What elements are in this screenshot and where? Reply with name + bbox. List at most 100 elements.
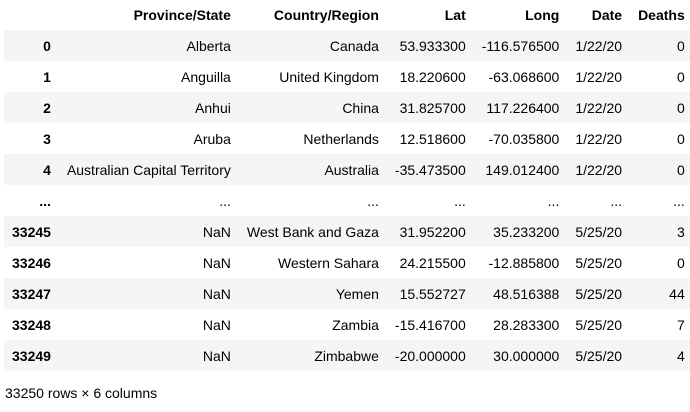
table-cell: 1/22/20 [575, 37, 623, 54]
table-cell: NaN [202, 223, 231, 240]
table-cell: Aruba [193, 130, 231, 147]
table-cell: 5/25/20 [575, 347, 623, 364]
table-cell: Canada [329, 37, 379, 54]
table-body: 0 Alberta Canada 53.933300 -116.576500 1/22/2… [4, 30, 690, 371]
table-cell: 4 [676, 347, 685, 364]
table-cell: 0 [676, 130, 685, 147]
table-cell: Zambia [332, 316, 379, 333]
table-header: Province/State Country/Region Lat Long D… [4, 0, 690, 30]
column-header: Province/State [133, 7, 231, 23]
table-cell: 0 [676, 68, 685, 85]
table-row: 2 Anhui China 31.825700 117.226400 1/22/20 0 [4, 92, 690, 123]
table-cell: -116.576500 [481, 37, 560, 54]
table-cell: 5/25/20 [575, 316, 623, 333]
table-row: 33246 NaN Western Sahara 24.215500 -12.88580… [4, 247, 690, 278]
row-index: 1 [43, 68, 51, 85]
row-index: 33246 [12, 254, 51, 271]
header-row: Province/State Country/Region Lat Long D… [4, 0, 690, 30]
row-index: 33245 [12, 223, 51, 240]
table-cell: ... [367, 192, 379, 209]
table-cell: West Bank and Gaza [246, 223, 379, 240]
table-cell: 3 [676, 223, 685, 240]
table-cell: 53.933300 [399, 37, 466, 54]
table-cell: United Kingdom [279, 68, 379, 85]
table-cell: 44 [669, 285, 685, 302]
column-header: Country/Region [273, 7, 379, 23]
table-cell: ... [219, 192, 231, 209]
table-cell: 1/22/20 [575, 68, 623, 85]
column-header: Date [591, 7, 623, 23]
table-cell: -15.416700 [394, 316, 466, 333]
table-cell: China [342, 99, 379, 116]
table-cell: 5/25/20 [575, 285, 623, 302]
row-index: 2 [43, 99, 51, 116]
table-cell: 0 [676, 99, 685, 116]
table-cell: Anhui [195, 99, 231, 116]
table-cell: NaN [202, 316, 231, 333]
table-cell: 24.215500 [399, 254, 466, 271]
table-cell: 28.283300 [493, 316, 560, 333]
table-cell: NaN [202, 254, 231, 271]
table-cell: -63.068600 [488, 68, 560, 85]
table-cell: ... [673, 192, 685, 209]
table-cell: 31.952200 [399, 223, 466, 240]
table-cell: -70.035800 [488, 130, 560, 147]
table-cell: NaN [202, 347, 231, 364]
table-cell: ... [547, 192, 560, 209]
table-row: 4 Australian Capital Territory Australia -3… [4, 154, 690, 185]
table-cell: Zimbabwe [314, 347, 379, 364]
table-cell: 31.825700 [399, 99, 466, 116]
row-index: 33249 [12, 347, 51, 364]
table-cell: Australia [324, 161, 379, 178]
table-cell: 0 [676, 161, 685, 178]
table-cell: ... [454, 192, 466, 209]
table-cell: -35.473500 [394, 161, 466, 178]
table-cell: -12.885800 [488, 254, 560, 271]
row-index: 4 [43, 161, 51, 178]
column-header: Deaths [638, 7, 685, 23]
table-cell: Netherlands [303, 130, 379, 147]
table-cell: 149.012400 [485, 161, 560, 178]
table-cell: Yemen [335, 285, 379, 302]
table-cell: 18.220600 [399, 68, 466, 85]
index-header [4, 0, 59, 30]
table-cell: 0 [676, 37, 685, 54]
row-index: 33247 [12, 285, 51, 302]
table-cell: 5/25/20 [575, 254, 623, 271]
table-row: 1 Anguilla United Kingdom 18.220600 -63.0686… [4, 61, 690, 92]
table-cell: 7 [676, 316, 685, 333]
table-row: 33249 NaN Zimbabwe -20.000000 30.000000 5/25/… [4, 340, 690, 371]
row-index: 0 [43, 37, 51, 54]
table-cell: NaN [202, 285, 231, 302]
table-cell: 35.233200 [493, 223, 560, 240]
table-cell: 48.516388 [493, 285, 560, 302]
table-summary: 33250 rows × 6 columns [5, 385, 158, 401]
table-row: 33248 NaN Zambia -15.416700 28.283300 5/25/20… [4, 309, 690, 340]
row-index: ... [39, 192, 51, 209]
table-cell: ... [610, 192, 623, 209]
table-cell: Alberta [186, 37, 231, 54]
table-cell: 5/25/20 [575, 223, 623, 240]
table-cell: Australian Capital Territory [66, 161, 231, 178]
table-cell: -20.000000 [394, 347, 466, 364]
column-header: Long [525, 7, 560, 23]
table-cell: 1/22/20 [575, 130, 623, 147]
table-row: 33245 NaN West Bank and Gaza 31.952200 35.23… [4, 216, 690, 247]
table-row: ..................... [4, 185, 690, 216]
table-cell: 1/22/20 [575, 161, 623, 178]
table-row: 33247 NaN Yemen 15.552727 48.516388 5/25/20 44 [4, 278, 690, 309]
table-cell: 15.552727 [399, 285, 466, 302]
table-row: 3 Aruba Netherlands 12.518600 -70.035800 1/22… [4, 123, 690, 154]
table-cell: Western Sahara [278, 254, 379, 271]
table-cell: 30.000000 [493, 347, 560, 364]
column-header: Lat [444, 7, 466, 23]
row-index: 3 [43, 130, 51, 147]
row-index: 33248 [12, 316, 51, 333]
dataframe-table: Province/State Country/Region Lat Long D… [4, 0, 690, 371]
table-cell: 12.518600 [399, 130, 466, 147]
table-row: 0 Alberta Canada 53.933300 -116.576500 1/22/2… [4, 30, 690, 61]
table-cell: Anguilla [181, 68, 231, 85]
table-cell: 117.226400 [486, 99, 560, 116]
table-cell: 1/22/20 [575, 99, 623, 116]
table-cell: 0 [676, 254, 685, 271]
